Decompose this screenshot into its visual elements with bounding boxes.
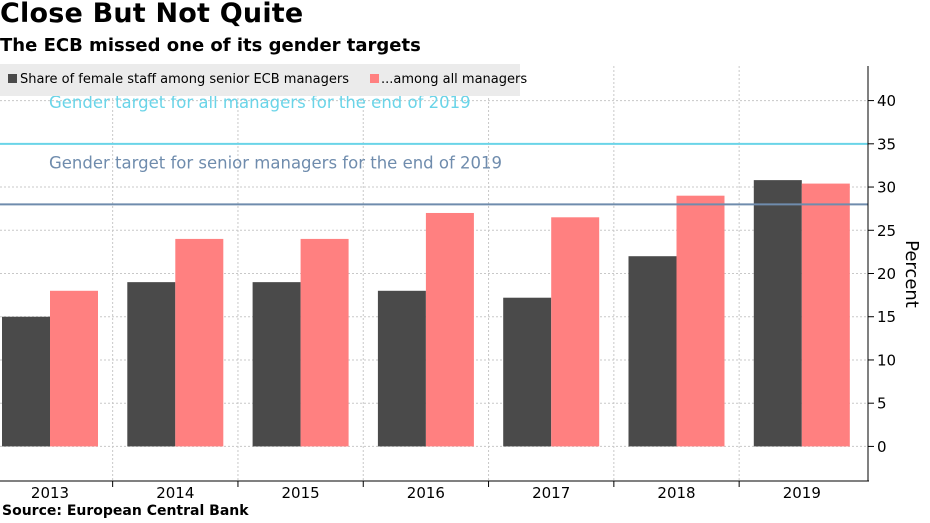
x-tick-label-2019: 2019 — [783, 484, 821, 502]
y-tick-label-5: 5 — [877, 395, 887, 413]
bar-senior-2018 — [628, 256, 677, 447]
y-tick-label-25: 25 — [877, 222, 896, 240]
bar-all-2015 — [300, 238, 349, 447]
bar-all-2014 — [175, 238, 224, 447]
x-tick-label-2016: 2016 — [407, 484, 445, 502]
bar-senior-2014 — [127, 282, 176, 447]
bars — [2, 180, 850, 447]
legend: Share of female staff among senior ECB m… — [0, 64, 527, 96]
bar-all-2018 — [676, 195, 725, 447]
legend-swatch-senior — [8, 74, 17, 83]
legend-label-all: ...among all managers — [381, 72, 527, 87]
bar-senior-2017 — [503, 297, 552, 447]
legend-background — [0, 64, 520, 96]
x-tick-label-2014: 2014 — [156, 484, 194, 502]
x-tick-label-2015: 2015 — [282, 484, 320, 502]
chart-title: Close But Not Quite — [0, 0, 304, 29]
y-tick-label-0: 0 — [877, 438, 887, 456]
y-tick-label-15: 15 — [877, 308, 896, 326]
bar-senior-2016 — [377, 290, 426, 447]
legend-swatch-all — [370, 74, 379, 83]
y-ticks: 0 5 10 15 20 25 30 35 40 — [868, 92, 896, 456]
y-axis-label: Percent — [901, 240, 922, 308]
reference-lines: Gender target for all managers for the e… — [0, 93, 868, 206]
x-ticks: 2013 2014 2015 2016 2017 2018 2019 — [31, 481, 821, 502]
x-tick-label-2013: 2013 — [31, 484, 69, 502]
bar-senior-2013 — [2, 316, 50, 447]
y-tick-label-20: 20 — [877, 265, 896, 283]
bar-all-2017 — [551, 217, 600, 447]
y-tick-label-30: 30 — [877, 179, 896, 197]
bar-all-2016 — [425, 212, 474, 447]
y-tick-label-40: 40 — [877, 92, 896, 110]
target-senior-managers-label: Gender target for senior managers for th… — [49, 153, 502, 172]
y-tick-label-35: 35 — [877, 135, 896, 153]
bar-all-2013 — [50, 290, 98, 447]
target-all-managers-label: Gender target for all managers for the e… — [49, 93, 471, 112]
bar-senior-2015 — [252, 282, 301, 447]
x-tick-label-2017: 2017 — [532, 484, 570, 502]
chart-subtitle: The ECB missed one of its gender targets — [0, 35, 421, 56]
source-note: Source: European Central Bank — [2, 503, 249, 519]
bar-all-2019 — [801, 183, 850, 447]
legend-label-senior: Share of female staff among senior ECB m… — [20, 72, 349, 87]
bar-senior-2019 — [753, 180, 802, 447]
x-tick-label-2018: 2018 — [657, 484, 695, 502]
y-tick-label-10: 10 — [877, 351, 896, 369]
